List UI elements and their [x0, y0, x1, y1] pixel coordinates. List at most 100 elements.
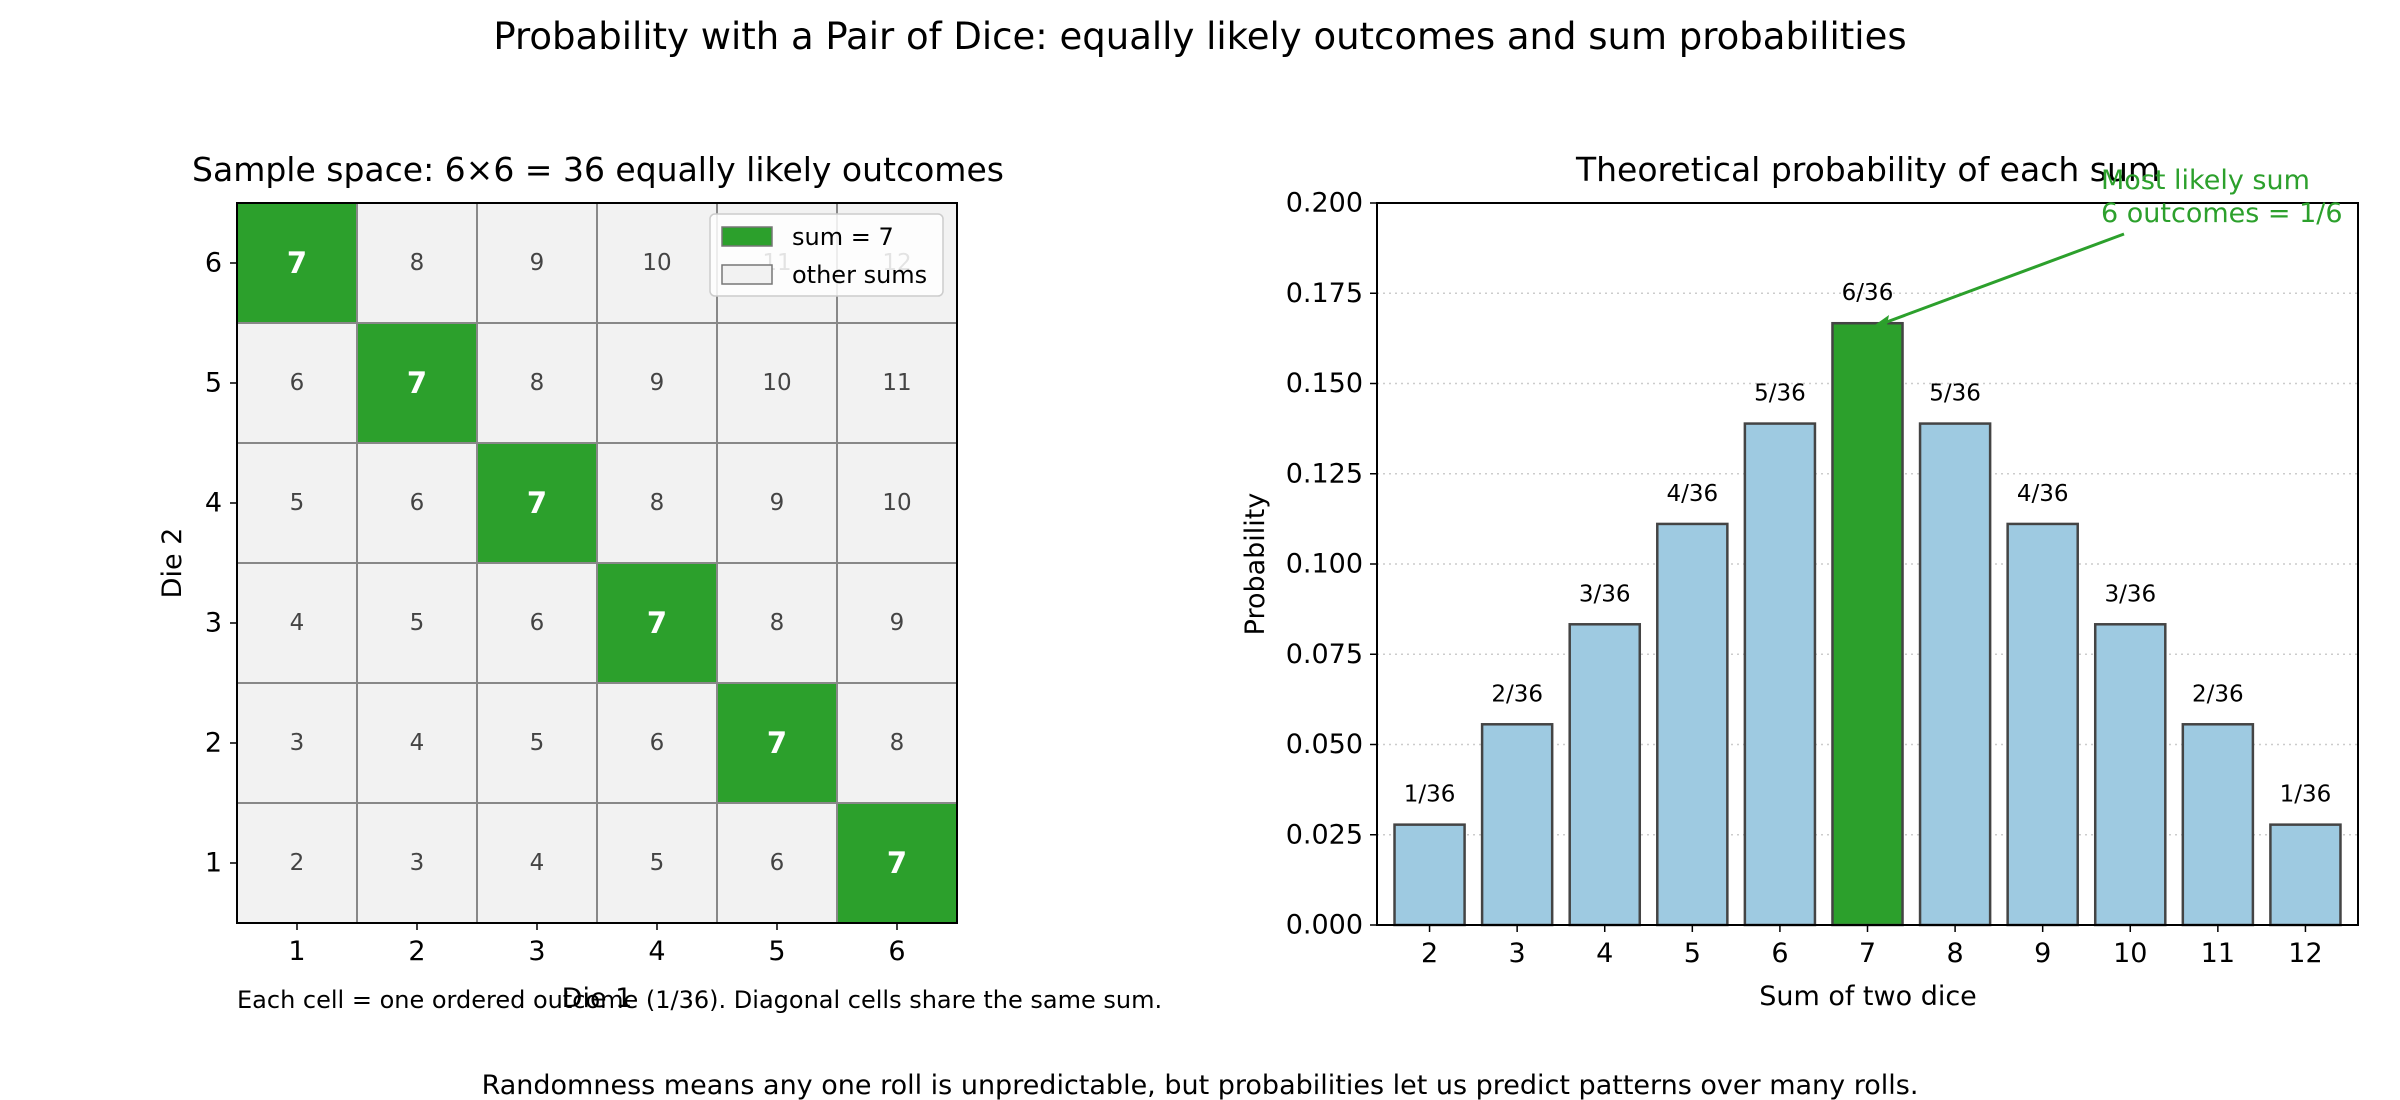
bar-y-label: Probability: [1240, 493, 1271, 636]
grid-cell: [356, 442, 478, 564]
legend-swatch-other: [721, 264, 773, 285]
grid-cell-sum: 7: [767, 726, 787, 760]
bar: [1743, 422, 1817, 927]
grid-y-label: Die 2: [157, 528, 188, 599]
annotation-line-1: Most likely sum: [2101, 165, 2310, 196]
grid-cell: [596, 322, 718, 444]
grid-cell-sum: 7: [887, 846, 907, 880]
grid-cell-sum: 8: [530, 370, 545, 396]
grid-cell-sum: 6: [530, 610, 545, 636]
bar-value-label: 6/36: [1842, 280, 1894, 306]
bar-x-ticks: 2 3 4 5 6 7 8 9 10 11 12: [1421, 925, 2323, 969]
x-tick-label: 3: [528, 936, 545, 967]
figure-title: Probability with a Pair of Dice: equally…: [493, 15, 1906, 58]
bar-value-label: 2/36: [2192, 681, 2244, 707]
grid-cell-sum: 11: [882, 370, 911, 396]
grid-title: Sample space: 6×6 = 36 equally likely ou…: [192, 150, 1004, 189]
bar-value-label: 4/36: [1666, 481, 1718, 507]
annotation-arrow-head: [1872, 315, 1889, 330]
x-tick-label: 12: [2288, 938, 2322, 969]
x-tick-label: 9: [2034, 938, 2051, 969]
x-tick-label: 11: [2201, 938, 2235, 969]
grid-cell: [596, 562, 718, 684]
y-tick-label: 0.200: [1286, 188, 1363, 219]
x-tick-label: 8: [1946, 938, 1963, 969]
y-tick-label: 0.050: [1286, 729, 1363, 760]
grid-cell-sum: 8: [410, 250, 425, 276]
y-tick-label: 0.000: [1286, 910, 1363, 941]
grid-cell-sum: 10: [762, 370, 791, 396]
y-tick-label: 2: [205, 728, 222, 759]
legend-swatch-sum7: [721, 226, 773, 247]
grid-cell-sum: 10: [642, 250, 671, 276]
x-tick-label: 5: [768, 936, 785, 967]
x-tick-label: 2: [1421, 938, 1438, 969]
grid-cell-sum: 8: [650, 490, 665, 516]
grid-cell-sum: 5: [410, 610, 425, 636]
bar: [1480, 723, 1554, 927]
y-tick-label: 0.100: [1286, 549, 1363, 580]
x-tick-label: 5: [1684, 938, 1701, 969]
footer-caption: Randomness means any one roll is unpredi…: [482, 1070, 1919, 1100]
x-tick-label: 6: [888, 936, 905, 967]
grid-note: Each cell = one ordered outcome (1/36). …: [237, 986, 1162, 1014]
grid-cell-sum: 10: [882, 490, 911, 516]
grid-cell: [356, 562, 478, 684]
grid-cell-sum: 7: [527, 486, 547, 520]
grid-cell: [476, 442, 598, 564]
x-tick-label: 3: [1509, 938, 1526, 969]
grid-x-ticks: 1 2 3 4 5 6: [288, 923, 906, 967]
x-tick-label: 7: [1859, 938, 1876, 969]
grid-cell-sum: 5: [650, 850, 665, 876]
grid-cell-sum: 5: [530, 730, 545, 756]
grid-cell-sum: 6: [650, 730, 665, 756]
legend-label-other: other sums: [792, 261, 927, 289]
bar-value-label: 5/36: [1929, 381, 1981, 407]
grid-cell: [836, 322, 958, 444]
x-tick-label: 6: [1771, 938, 1788, 969]
grid-cell: [836, 562, 958, 684]
bar-value-label: 5/36: [1754, 381, 1806, 407]
y-tick-label: 0.025: [1286, 819, 1363, 850]
bar: [2269, 823, 2342, 927]
y-tick-label: 0.175: [1286, 278, 1363, 309]
bar: [1831, 321, 1904, 927]
grid-cell-sum: 3: [290, 730, 305, 756]
grid-cell-sum: 5: [290, 490, 305, 516]
grid-cell-sum: 7: [407, 366, 427, 400]
grid-cell: [236, 682, 358, 804]
grid-cell-sum: 4: [410, 730, 425, 756]
grid-cell-sum: 6: [770, 850, 785, 876]
bar: [1918, 422, 1992, 927]
bar-value-label: 1/36: [1404, 782, 1456, 808]
y-tick-label: 4: [205, 488, 222, 519]
grid-cell: [476, 202, 598, 324]
x-tick-label: 2: [408, 936, 425, 967]
grid-cell: [356, 202, 478, 324]
grid-cell-sum: 7: [287, 246, 307, 280]
x-tick-label: 4: [1596, 938, 1613, 969]
y-tick-label: 0.150: [1286, 368, 1363, 399]
grid-cells: 2345673456784567895678910678910117891011…: [236, 202, 958, 924]
bar: [2093, 623, 2167, 927]
bars: [1393, 321, 2342, 927]
bar-value-label: 3/36: [2104, 581, 2156, 607]
grid-cell-sum: 9: [530, 250, 545, 276]
bar: [2006, 522, 2079, 927]
bar: [1393, 823, 1466, 927]
legend-label-sum7: sum = 7: [792, 223, 894, 251]
annotation-line-2: 6 outcomes = 1/6: [2101, 198, 2343, 229]
grid-legend: sum = 7 other sums: [709, 213, 944, 297]
bar-title: Theoretical probability of each sum: [1575, 150, 2160, 189]
y-tick-label: 1: [205, 848, 222, 879]
grid-cell-sum: 6: [410, 490, 425, 516]
grid-cell: [596, 682, 718, 804]
y-tick-label: 5: [205, 368, 222, 399]
most-likely-annotation: Most likely sum 6 outcomes = 1/6: [1872, 165, 2343, 330]
x-tick-label: 10: [2113, 938, 2147, 969]
grid-cell-sum: 4: [530, 850, 545, 876]
annotation-arrow-line: [1883, 232, 2125, 325]
bar: [1568, 623, 1642, 927]
x-tick-label: 1: [288, 936, 305, 967]
